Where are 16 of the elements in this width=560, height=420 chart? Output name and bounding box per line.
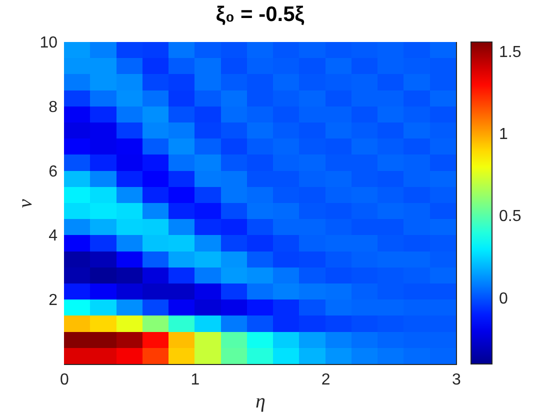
chart-title: ξ₀ = -0.5ξ [216, 3, 305, 26]
x-tick-label: 3 [452, 372, 462, 388]
color-bar-label: 1.5 [499, 44, 522, 61]
x-axis-title: η [256, 390, 266, 412]
x-tick-label: 1 [190, 372, 200, 388]
y-tick-label: 4 [48, 228, 58, 245]
color-bar-label: 0.5 [499, 208, 522, 226]
color-bar-label: 1 [499, 126, 508, 143]
y-tick-label: 2 [48, 292, 58, 310]
color-bar-label: 0 [499, 290, 508, 308]
y-tick-label: 6 [48, 163, 58, 180]
y-tick-label: 8 [48, 98, 58, 116]
y-axis-title: ν [14, 198, 37, 208]
x-tick-label: 0 [60, 372, 70, 388]
x-tick-label: 2 [321, 372, 330, 388]
y-tick-label: 10 [40, 34, 58, 52]
